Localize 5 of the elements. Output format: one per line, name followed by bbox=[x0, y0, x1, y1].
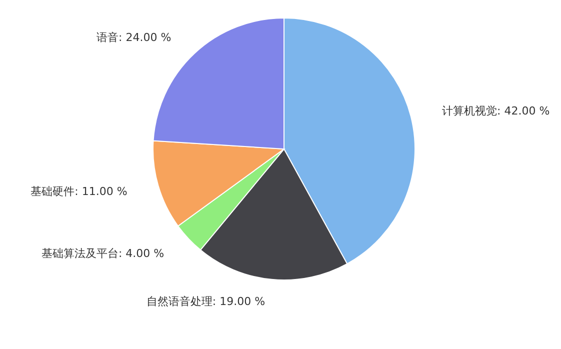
slice-label: 自然语音处理: 19.00 % bbox=[146, 294, 266, 308]
slice-label: 基础硬件: 11.00 % bbox=[30, 185, 128, 198]
slice-label: 语音: 24.00 % bbox=[96, 30, 172, 44]
slice-label: 计算机视觉: 42.00 % bbox=[442, 104, 550, 118]
slice-label: 基础算法及平台: 4.00 % bbox=[41, 247, 164, 260]
